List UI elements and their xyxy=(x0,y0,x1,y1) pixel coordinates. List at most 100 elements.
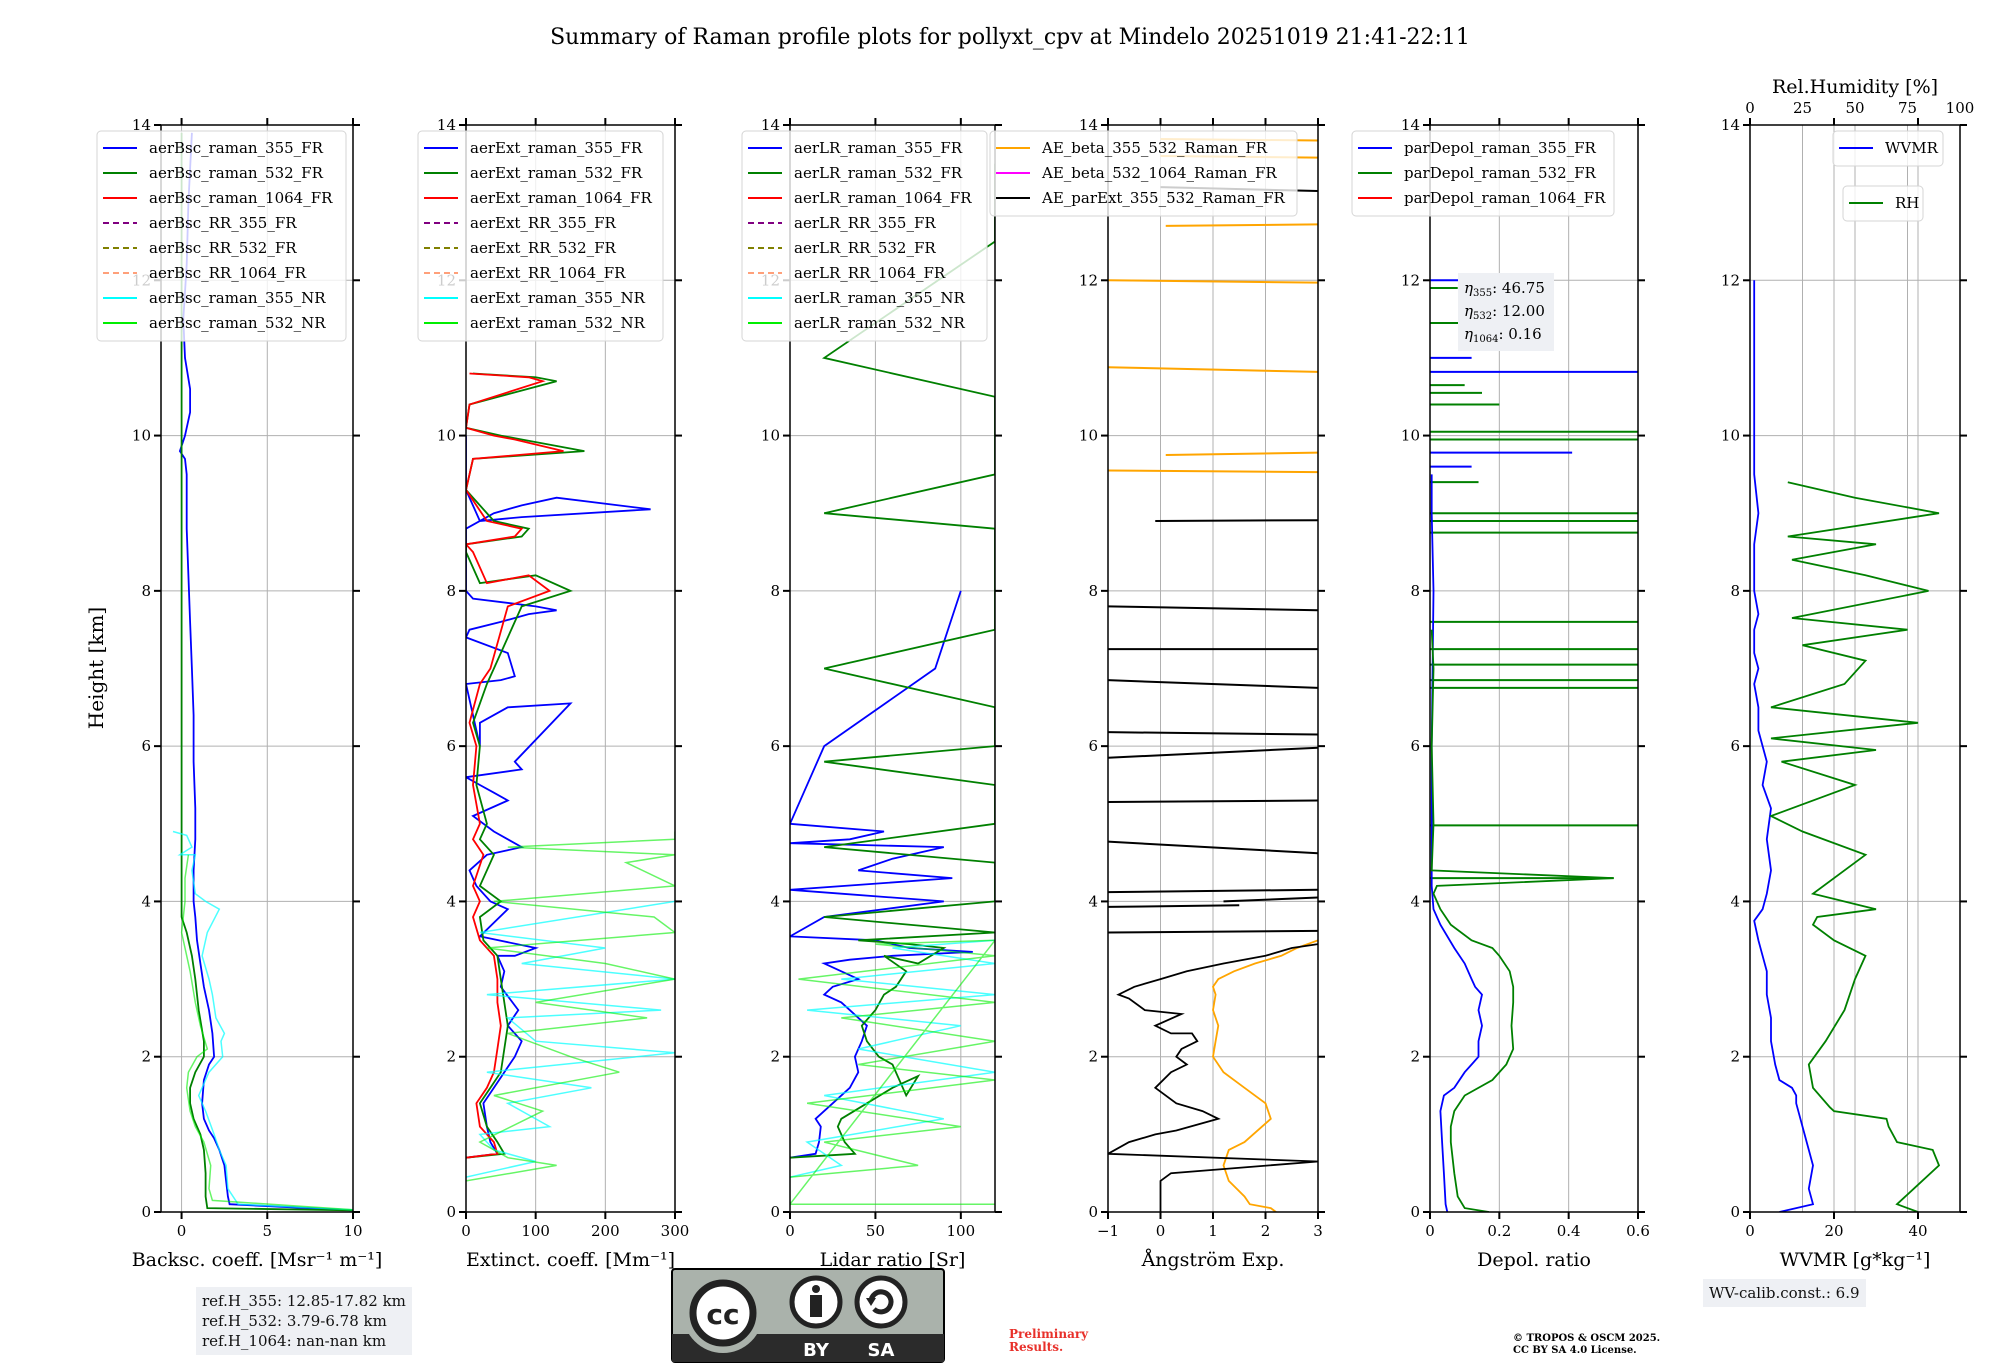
series-AE_parExt_355_532_Raman_FR xyxy=(1108,943,1318,1212)
eta-annotation: η355: 46.75 η532: 12.00 η1064: 0.16 xyxy=(1458,273,1554,351)
svg-text:cc: cc xyxy=(706,1298,739,1331)
y-tick-label: 0 xyxy=(1410,1203,1420,1221)
axes-frame xyxy=(160,124,354,1213)
axes-frame xyxy=(1429,124,1639,1213)
legend: aerExt_raman_355_FR aerExt_raman_532_FRae… xyxy=(417,130,664,342)
x-tick-label: 5 xyxy=(263,1222,273,1240)
plot-area xyxy=(172,132,353,1212)
x-tick-label: 100 xyxy=(521,1222,550,1240)
legend-label: aerBsc_raman_355_FR xyxy=(149,139,324,157)
y-tick-label: 14 xyxy=(437,116,456,134)
legend-label: parDepol_raman_355_FR xyxy=(1404,139,1597,157)
series-aerLR_raman_355_NR xyxy=(790,939,995,1178)
series-aerBsc_raman_532_NR xyxy=(180,854,353,1211)
y-tick-label: 14 xyxy=(1721,116,1740,134)
y-tick-label: 12 xyxy=(1079,271,1098,289)
y-tick-label: 10 xyxy=(1721,427,1740,445)
series-aerBsc_raman_355_FR xyxy=(178,132,353,1212)
legend-label: aerExt_RR_532_FR xyxy=(470,239,617,257)
x-tick-label: 2 xyxy=(1261,1222,1271,1240)
legend-label: aerBsc_raman_1064_FR xyxy=(149,189,333,207)
panels: 051002468101214Backsc. coeff. [Msr⁻¹ m⁻¹… xyxy=(96,76,1974,1271)
segment-black xyxy=(1108,605,1318,612)
y-tick-label: 8 xyxy=(446,582,456,600)
copyright-line-2: CC BY SA 4.0 License. xyxy=(1513,1345,1637,1356)
x-tick-label: 40 xyxy=(1908,1222,1927,1240)
grid xyxy=(1749,124,1961,1213)
legend: aerBsc_raman_355_FR aerBsc_raman_532_FRae… xyxy=(96,130,347,342)
legend-label: aerExt_raman_355_FR xyxy=(470,139,643,157)
legend-label: AE_beta_355_532_Raman_FR xyxy=(1041,139,1268,157)
y-tick-label: 0 xyxy=(1730,1203,1740,1221)
ref-height-1064: ref.H_1064: nan-nan km xyxy=(202,1332,387,1350)
segment-black xyxy=(1108,888,1318,894)
x-tick-label: 300 xyxy=(661,1222,690,1240)
y-tick-label: 14 xyxy=(1079,116,1098,134)
y-tick-label: 10 xyxy=(1079,427,1098,445)
legend-label: aerExt_raman_1064_FR xyxy=(470,189,652,207)
x-tick-label: 3 xyxy=(1313,1222,1323,1240)
top-tick-label: 75 xyxy=(1898,99,1917,117)
top-tick-label: 50 xyxy=(1845,99,1864,117)
legend-label: aerLR_RR_1064_FR xyxy=(794,264,946,282)
axes-frame xyxy=(789,124,996,1213)
x-axis-label: Ångström Exp. xyxy=(1141,1249,1285,1271)
y-tick-label: 0 xyxy=(770,1203,780,1221)
y-tick-label: 4 xyxy=(446,892,456,910)
x-tick-label: 0 xyxy=(1425,1222,1435,1240)
legend-label: aerExt_raman_532_FR xyxy=(470,164,643,182)
y-tick-label: 4 xyxy=(1410,892,1420,910)
legend-label: aerBsc_raman_532_NR xyxy=(149,314,326,332)
legend-label: aerBsc_RR_355_FR xyxy=(149,214,297,232)
x-tick-label: 0 xyxy=(1745,1222,1755,1240)
y-tick-label: 0 xyxy=(1088,1203,1098,1221)
series-aerLR_raman_532_NR xyxy=(790,939,995,1205)
segment-black xyxy=(1108,731,1318,736)
x-tick-label: 50 xyxy=(866,1222,885,1240)
x-tick-label: 0.4 xyxy=(1557,1222,1581,1240)
x-tick-label: 20 xyxy=(1824,1222,1843,1240)
y-tick-label: 6 xyxy=(446,737,456,755)
eta-1064: η1064: 0.16 xyxy=(1464,325,1542,345)
series-parDepol_raman_355_FR xyxy=(1430,474,1483,1212)
y-tick-label: 2 xyxy=(1730,1048,1740,1066)
series-aerBsc_raman_355_NR xyxy=(172,830,353,1211)
legend-label: aerBsc_RR_532_FR xyxy=(149,239,297,257)
share-alike-icon xyxy=(854,1275,908,1329)
segment-black xyxy=(1155,519,1318,522)
y-tick-label: 2 xyxy=(1410,1048,1420,1066)
panel-backscatter: 051002468101214Backsc. coeff. [Msr⁻¹ m⁻¹… xyxy=(96,116,382,1271)
legend-frame xyxy=(741,130,988,342)
x-axis-label: Extinct. coeff. [Mm⁻¹] xyxy=(466,1249,675,1271)
ref-heights-box: ref.H_355: 12.85-17.82 km ref.H_532: 3.7… xyxy=(196,1287,412,1355)
legend-frame xyxy=(96,130,347,342)
segment-orange xyxy=(1108,469,1318,474)
legend-label: parDepol_raman_532_FR xyxy=(1404,164,1597,182)
eta-532: η532: 12.00 xyxy=(1464,302,1545,322)
y-tick-label: 6 xyxy=(1730,737,1740,755)
x-axis-label: Depol. ratio xyxy=(1477,1249,1591,1271)
y-tick-label: 6 xyxy=(1088,737,1098,755)
legend-label: RH xyxy=(1895,194,1919,212)
legend-label: WVMR xyxy=(1885,139,1939,157)
segment-orange xyxy=(1165,223,1318,227)
x-tick-label: 0 xyxy=(177,1222,187,1240)
legend: AE_beta_355_532_Raman_FR AE_beta_532_1064… xyxy=(989,130,1298,217)
segment-black xyxy=(1108,746,1318,759)
x-axis-label: Lidar ratio [Sr] xyxy=(820,1249,966,1271)
x-tick-label: 0.6 xyxy=(1626,1222,1650,1240)
axes-frame xyxy=(1749,124,1961,1213)
segment-orange xyxy=(1165,451,1318,456)
y-tick-label: 4 xyxy=(141,892,151,910)
legend-label: aerLR_raman_355_FR xyxy=(794,139,963,157)
legend-label: aerExt_RR_355_FR xyxy=(470,214,617,232)
x-tick-label: 0 xyxy=(461,1222,471,1240)
legend-label: aerExt_raman_532_NR xyxy=(470,314,646,332)
y-tick-label: 12 xyxy=(1721,271,1740,289)
segment-black xyxy=(1108,904,1240,908)
preliminary-line-2: Results. xyxy=(1009,1340,1064,1354)
x-tick-label: 0.2 xyxy=(1487,1222,1511,1240)
y-tick-label: 4 xyxy=(770,892,780,910)
x-tick-label: 1 xyxy=(1208,1222,1218,1240)
